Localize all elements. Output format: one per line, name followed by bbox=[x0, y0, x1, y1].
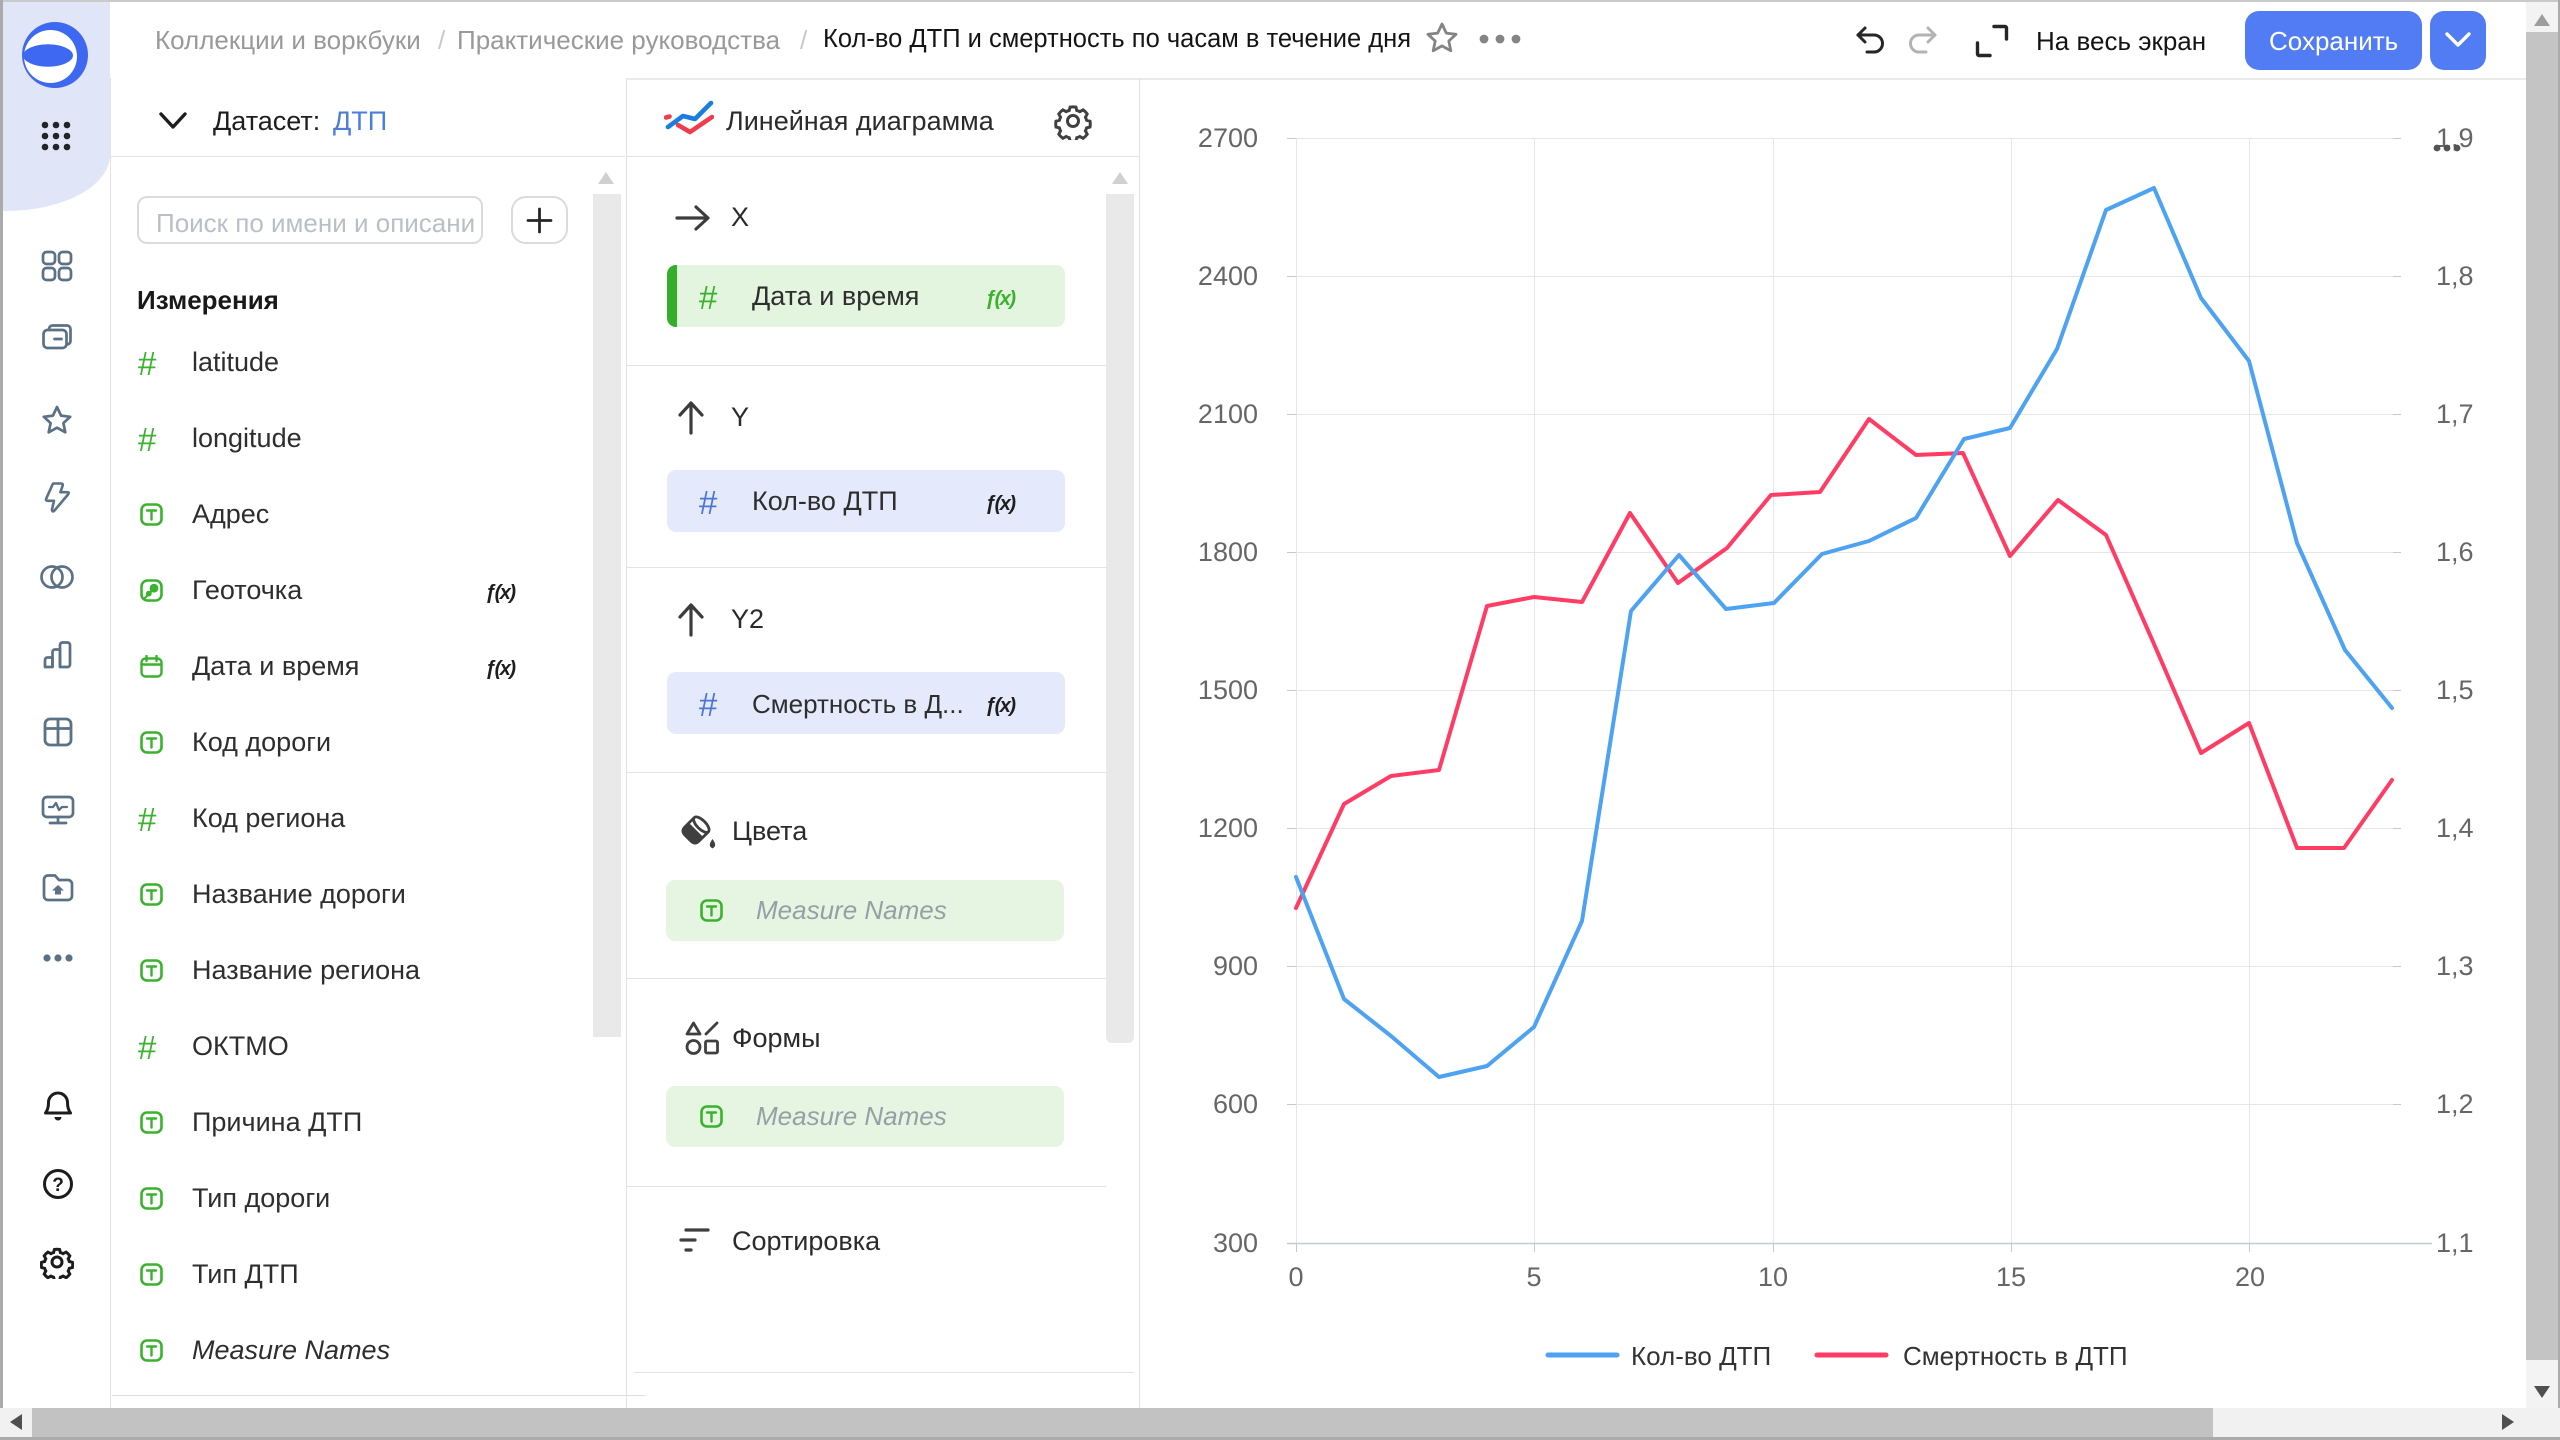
svg-text:5: 5 bbox=[1526, 1262, 1541, 1292]
svg-text:?: ? bbox=[52, 1175, 64, 1196]
svg-text:1,8: 1,8 bbox=[2436, 261, 2474, 291]
svg-text:1,3: 1,3 bbox=[2436, 951, 2474, 981]
svg-text:1,1: 1,1 bbox=[2436, 1228, 2474, 1258]
svg-text:300: 300 bbox=[1213, 1228, 1258, 1258]
svg-text:1,4: 1,4 bbox=[2436, 813, 2474, 843]
svg-text:1,5: 1,5 bbox=[2436, 675, 2474, 705]
svg-text:1,7: 1,7 bbox=[2436, 399, 2474, 429]
svg-text:600: 600 bbox=[1213, 1089, 1258, 1119]
svg-text:0: 0 bbox=[1288, 1262, 1303, 1292]
svg-text:10: 10 bbox=[1758, 1262, 1788, 1292]
svg-text:1200: 1200 bbox=[1198, 813, 1258, 843]
svg-text:900: 900 bbox=[1213, 951, 1258, 981]
svg-text:Кол-во ДТП: Кол-во ДТП bbox=[1631, 1341, 1771, 1371]
svg-text:1,6: 1,6 bbox=[2436, 537, 2474, 567]
svg-text:2700: 2700 bbox=[1198, 123, 1258, 153]
svg-text:1500: 1500 bbox=[1198, 675, 1258, 705]
svg-text:20: 20 bbox=[2235, 1262, 2265, 1292]
svg-text:2400: 2400 bbox=[1198, 261, 1258, 291]
svg-text:1800: 1800 bbox=[1198, 537, 1258, 567]
svg-text:Смертность в ДТП: Смертность в ДТП bbox=[1903, 1341, 2128, 1371]
svg-text:1,2: 1,2 bbox=[2436, 1089, 2474, 1119]
svg-text:15: 15 bbox=[1996, 1262, 2026, 1292]
svg-text:2100: 2100 bbox=[1198, 399, 1258, 429]
